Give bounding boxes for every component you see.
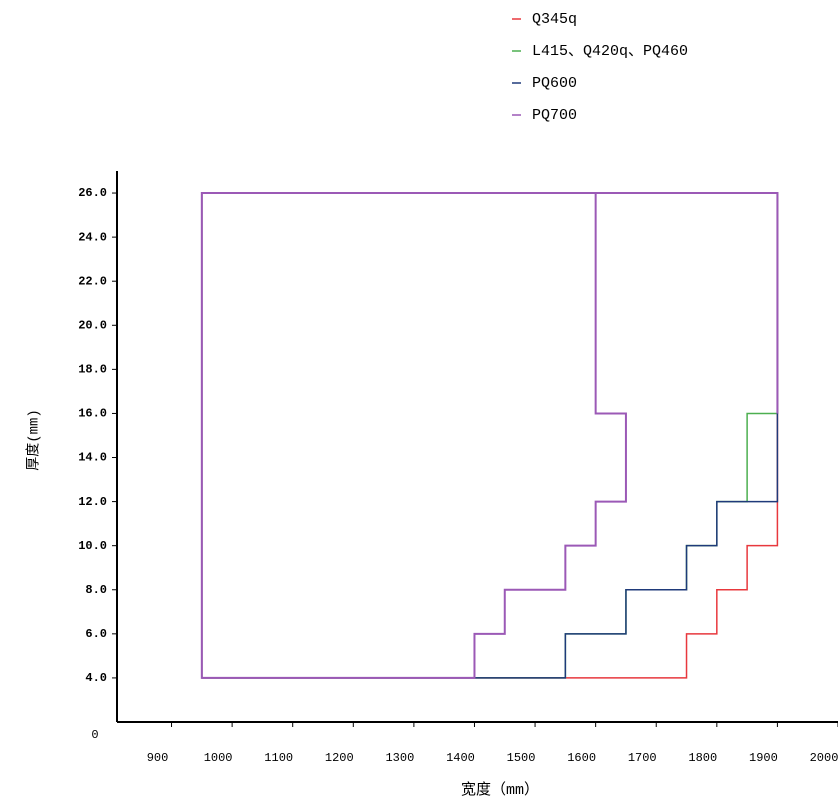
y-axis-title: 厚度(mm) (26, 409, 43, 471)
y-tick-label: 10.0 (78, 539, 107, 553)
y-tick-label: 20.0 (78, 318, 107, 332)
legend-label: PQ700 (532, 107, 577, 124)
x-tick-label: 1700 (628, 751, 657, 765)
y-tick-label: 8.0 (85, 583, 107, 597)
series-line (200, 192, 779, 679)
x-tick-label: 1000 (204, 751, 233, 765)
x-tick-label: 1600 (567, 751, 596, 765)
x-tick-label: 2000 (810, 751, 838, 765)
series-line (201, 192, 779, 679)
origin-label: 0 (91, 728, 98, 742)
x-tick-label: 900 (147, 751, 169, 765)
legend-label: PQ600 (532, 75, 577, 92)
y-tick-label: 16.0 (78, 407, 107, 421)
y-tick-label: 12.0 (78, 495, 107, 509)
x-tick-label: 1500 (507, 751, 536, 765)
x-tick-label: 1900 (749, 751, 778, 765)
y-tick-label: 24.0 (78, 230, 107, 244)
y-tick-label: 26.0 (78, 186, 107, 200)
y-tick-label: 4.0 (85, 671, 107, 685)
y-tick-label: 14.0 (78, 451, 107, 465)
x-axis-title: 宽度（mm） (461, 781, 539, 799)
x-tick-label: 1300 (385, 751, 414, 765)
x-tick-label: 1100 (264, 751, 293, 765)
y-tick-label: 18.0 (78, 363, 107, 377)
y-tick-label: 6.0 (85, 627, 107, 641)
x-tick-label: 1400 (446, 751, 475, 765)
x-tick-label: 1800 (688, 751, 717, 765)
legend-label: Q345q (532, 11, 577, 28)
legend-label: L415、Q420q、PQ460 (532, 43, 688, 60)
x-tick-label: 1200 (325, 751, 354, 765)
series-line (201, 192, 779, 679)
series-line (201, 192, 779, 679)
y-tick-label: 22.0 (78, 274, 107, 288)
